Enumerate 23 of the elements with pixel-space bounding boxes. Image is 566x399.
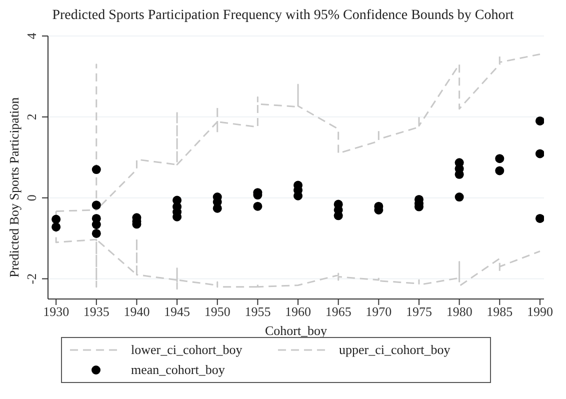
legend-label: upper_ci_cohort_boy	[339, 342, 450, 358]
x-tick-label: 1955	[244, 304, 271, 320]
y-tick-label: -2	[24, 273, 39, 284]
x-tick-label: 1945	[164, 304, 190, 320]
y-tick-label: 2	[24, 114, 39, 120]
x-axis-title: Cohort_boy	[264, 323, 328, 338]
legend-label: mean_cohort_boy	[131, 362, 225, 378]
x-tick-label: 1960	[285, 304, 312, 320]
y-axis-title: Predicted Boy Sports Participation	[6, 96, 22, 278]
x-tick-label: 1950	[204, 304, 230, 320]
x-tick-label: 1990	[526, 304, 553, 320]
x-tick-label: 1985	[486, 304, 513, 320]
y-tick-label: 0	[24, 194, 39, 202]
y-tick-label: 4	[24, 32, 39, 40]
x-tick-label: 1965	[325, 304, 352, 320]
x-tick-label: 1940	[124, 304, 150, 320]
x-tick-label: 1930	[43, 304, 70, 320]
x-tick-label: 1975	[406, 304, 432, 320]
x-tick-label: 1980	[446, 304, 472, 320]
x-tick-label: 1935	[83, 304, 110, 320]
chart-title: Predicted Sports Participation Frequency with 95% Confidence Bounds by Cohort	[51, 8, 515, 25]
legend-label: lower_ci_cohort_boy	[131, 342, 242, 358]
x-tick-label: 1970	[366, 304, 392, 320]
